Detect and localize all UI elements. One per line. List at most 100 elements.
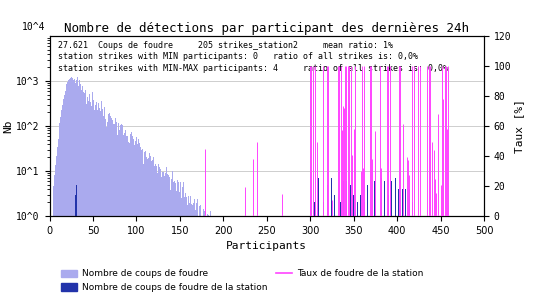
Bar (406, 216, 407, 300)
Bar (209, 216, 210, 300)
Bar (123, 135, 124, 300)
Bar (197, 216, 199, 300)
Bar (82, 86, 83, 300)
Bar (227, 216, 228, 300)
Bar (396, 216, 397, 300)
Bar (326, 216, 327, 300)
Bar (122, 125, 123, 300)
Bar (256, 216, 257, 300)
Bar (118, 123, 119, 300)
Bar (332, 216, 333, 300)
Bar (101, 101, 102, 300)
Bar (329, 216, 330, 300)
Bar (167, 174, 168, 300)
Bar (58, 139, 59, 300)
Bar (380, 216, 381, 300)
Bar (272, 216, 273, 300)
Bar (395, 216, 396, 300)
Bar (324, 216, 326, 300)
Bar (86, 104, 87, 300)
Bar (426, 216, 427, 300)
Bar (442, 216, 443, 300)
Bar (257, 216, 258, 300)
Bar (127, 136, 128, 300)
Bar (303, 216, 304, 300)
Bar (184, 197, 185, 300)
Bar (121, 124, 122, 300)
Bar (97, 110, 98, 300)
Bar (436, 216, 437, 300)
Bar (114, 124, 115, 300)
Bar (126, 136, 127, 300)
Bar (340, 202, 341, 300)
Bar (378, 216, 380, 300)
Bar (292, 216, 293, 300)
Bar (334, 216, 335, 300)
X-axis label: Participants: Participants (226, 241, 307, 251)
Bar (239, 216, 240, 300)
Bar (361, 216, 362, 300)
Bar (448, 216, 449, 300)
Bar (281, 216, 282, 300)
Bar (219, 216, 220, 300)
Bar (224, 216, 225, 300)
Bar (160, 169, 161, 300)
Bar (359, 216, 360, 300)
Bar (218, 216, 219, 300)
Bar (136, 137, 137, 300)
Bar (260, 216, 261, 300)
Bar (251, 216, 252, 300)
Bar (383, 216, 384, 300)
Bar (432, 216, 433, 300)
Bar (407, 216, 408, 300)
Bar (349, 216, 350, 300)
Bar (398, 216, 399, 300)
Bar (236, 216, 238, 300)
Bar (147, 159, 148, 300)
Bar (305, 216, 306, 300)
Bar (444, 216, 446, 300)
Bar (157, 173, 158, 300)
Bar (155, 164, 156, 300)
Bar (315, 216, 316, 300)
Bar (335, 216, 336, 300)
Bar (215, 216, 216, 300)
Bar (446, 216, 447, 300)
Bar (405, 189, 406, 300)
Bar (387, 216, 388, 300)
Bar (280, 216, 281, 300)
Bar (71, 77, 72, 300)
Bar (212, 216, 213, 300)
Bar (135, 141, 136, 300)
Bar (355, 216, 356, 300)
Bar (321, 216, 322, 300)
Bar (91, 106, 92, 300)
Bar (365, 216, 366, 300)
Bar (234, 216, 235, 300)
Bar (200, 205, 201, 300)
Bar (242, 216, 243, 300)
Bar (346, 181, 347, 300)
Bar (223, 216, 224, 300)
Bar (379, 216, 380, 300)
Bar (384, 216, 386, 300)
Bar (247, 216, 248, 300)
Bar (438, 216, 439, 300)
Bar (263, 216, 265, 300)
Bar (275, 216, 276, 300)
Bar (131, 140, 133, 300)
Bar (54, 176, 55, 300)
Bar (367, 216, 368, 300)
Bar (337, 216, 338, 300)
Bar (304, 216, 305, 300)
Bar (404, 216, 405, 300)
Bar (183, 182, 184, 300)
Bar (409, 189, 410, 300)
Bar (168, 175, 169, 300)
Bar (107, 122, 108, 300)
Bar (146, 157, 147, 300)
Bar (158, 165, 159, 300)
Bar (228, 216, 229, 300)
Bar (344, 216, 345, 300)
Bar (68, 80, 69, 300)
